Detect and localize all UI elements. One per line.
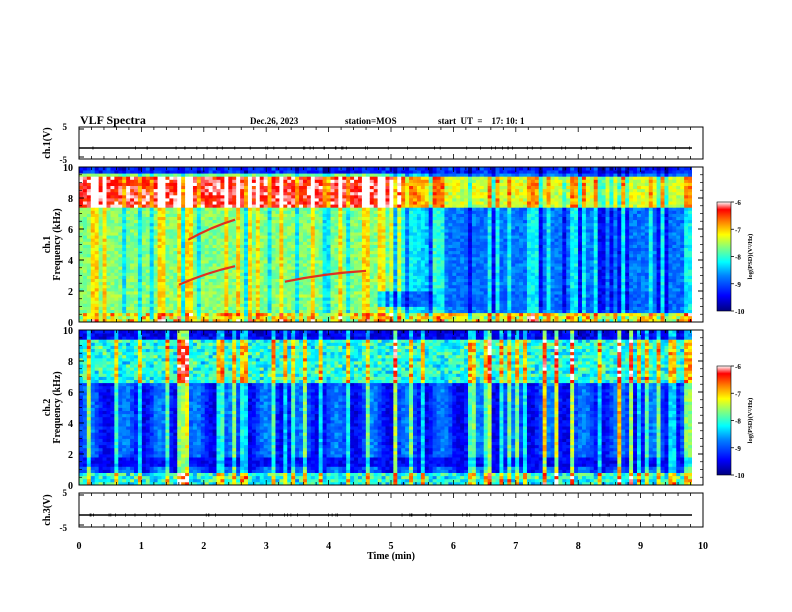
colorbar-tick-label: -6 xyxy=(735,199,741,207)
start-time-label: start UT = 17: 10: 1 xyxy=(438,116,525,126)
colorbar xyxy=(716,201,732,312)
y-tick-label: 8 xyxy=(68,194,73,205)
x-tick-label: 2 xyxy=(201,541,206,552)
rising-tone xyxy=(284,269,367,283)
x-tick-label: 0 xyxy=(77,541,82,552)
y-axis-label: ch.1(V) xyxy=(42,127,53,158)
y-axis-label: ch.2 xyxy=(42,399,53,417)
y-tick-label: -5 xyxy=(60,155,68,165)
x-tick-label: 5 xyxy=(389,541,394,552)
colorbar-tick-label: -7 xyxy=(735,390,741,398)
x-tick-label: 4 xyxy=(326,541,331,552)
y-tick-label: 0 xyxy=(68,318,73,329)
y-tick-label: 6 xyxy=(68,388,73,399)
y-tick-label: 4 xyxy=(68,419,73,430)
y-tick-label: 4 xyxy=(68,256,73,267)
colorbar-label: log(PSD)(V²/Hz) xyxy=(747,234,754,280)
y-tick-label: -5 xyxy=(60,523,68,533)
x-tick-label: 9 xyxy=(638,541,643,552)
panel-frame xyxy=(78,492,704,528)
chart-title: VLF Spectra xyxy=(80,113,146,127)
y-axis-label: Frequency (kHz) xyxy=(52,208,63,280)
rising-tone xyxy=(187,218,236,241)
colorbar-label: log(PSD)(V²/Hz) xyxy=(747,398,754,444)
x-axis-label: Time (min) xyxy=(367,551,415,562)
ch1-waveform xyxy=(79,146,692,150)
y-tick-label: 2 xyxy=(68,287,73,298)
ch1-spectrogram xyxy=(79,167,703,323)
y-tick-label: 0 xyxy=(68,481,73,492)
y-axis-label: Frequency (kHz) xyxy=(52,371,63,443)
date-label: Dec.26, 2023 xyxy=(250,116,299,126)
x-tick-label: 10 xyxy=(698,541,708,552)
y-axis-label: ch.1 xyxy=(42,236,53,254)
y-tick-label: 2 xyxy=(68,450,73,461)
station-label: station=MOS xyxy=(345,116,397,126)
colorbar-tick-label: -9 xyxy=(735,281,741,289)
colorbar xyxy=(716,365,732,476)
y-tick-label: 8 xyxy=(68,357,73,368)
colorbar-tick-label: -8 xyxy=(735,254,741,262)
y-tick-label: 5 xyxy=(63,122,68,132)
x-tick-label: 7 xyxy=(513,541,518,552)
rising-tone xyxy=(178,265,236,286)
y-tick-label: 6 xyxy=(68,225,73,236)
colorbar-tick-label: -10 xyxy=(735,472,745,480)
x-tick-label: 6 xyxy=(451,541,456,552)
colorbar-tick-label: -7 xyxy=(735,226,741,234)
colorbar-tick-label: -10 xyxy=(735,308,745,316)
x-tick-label: 3 xyxy=(264,541,269,552)
colorbar-tick-label: -9 xyxy=(735,445,741,453)
ch3-waveform xyxy=(79,513,692,517)
y-tick-label: 5 xyxy=(63,488,68,498)
colorbar-tick-label: -6 xyxy=(735,363,741,371)
ch2-spectrogram xyxy=(79,330,703,486)
x-tick-label: 1 xyxy=(139,541,144,552)
x-tick-label: 8 xyxy=(576,541,581,552)
y-tick-label: 10 xyxy=(63,326,73,337)
colorbar-tick-label: -8 xyxy=(735,418,741,426)
y-axis-label: ch.3(V) xyxy=(42,494,53,525)
y-tick-label: 10 xyxy=(63,163,73,174)
